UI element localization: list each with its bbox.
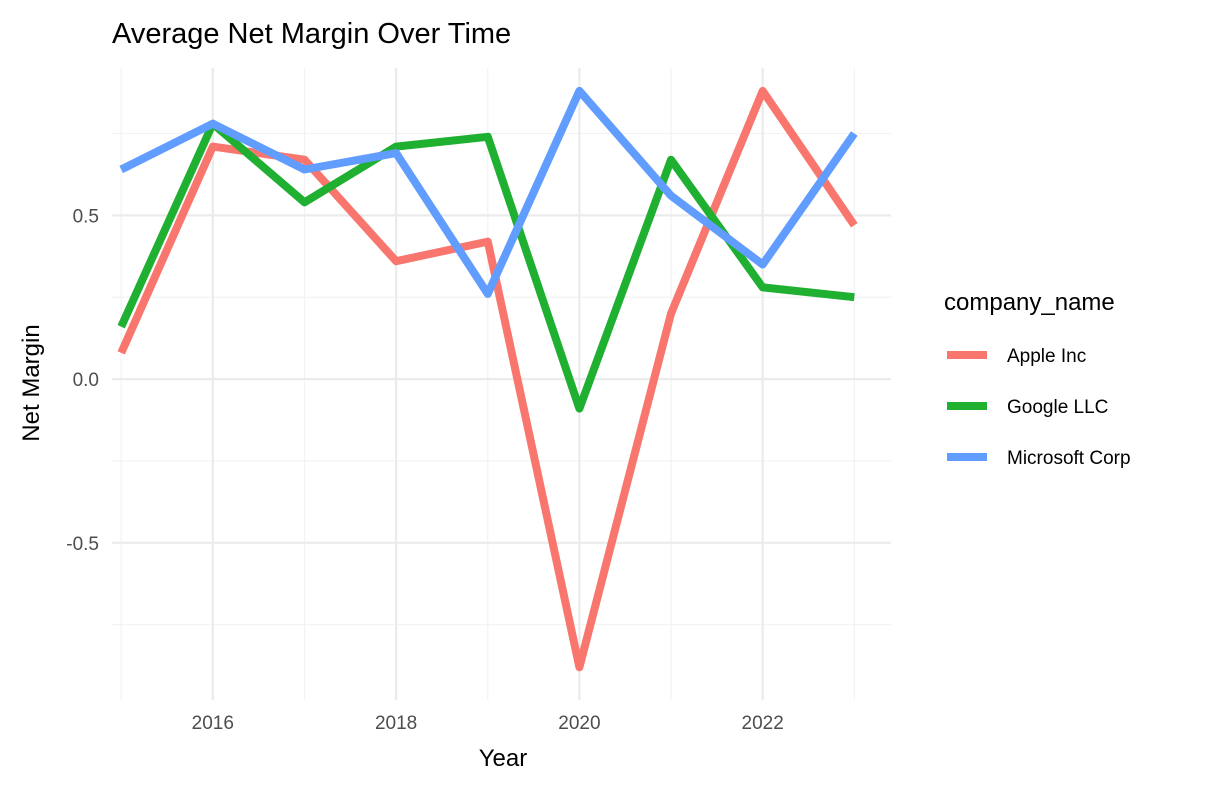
legend-label: Apple Inc <box>1007 346 1086 367</box>
y-axis-title: Net Margin <box>18 324 45 441</box>
legend-title: company_name <box>944 289 1115 316</box>
chart-title: Average Net Margin Over Time <box>112 18 511 50</box>
x-tick-label: 2018 <box>375 713 417 734</box>
x-tick-label: 2016 <box>192 713 234 734</box>
gridlines <box>112 68 891 700</box>
y-tick-label: 0.0 <box>73 370 99 391</box>
series-lines <box>117 86 858 672</box>
legend-label: Microsoft Corp <box>1007 448 1131 469</box>
legend-items: Apple Inc Google LLC Microsoft Corp <box>947 346 1131 469</box>
legend: company_name Apple Inc Google LLC Microsof… <box>944 289 1131 469</box>
x-axis-title: Year <box>479 745 528 772</box>
y-tick-label: -0.5 <box>66 534 99 555</box>
legend-label: Google LLC <box>1007 397 1108 418</box>
tick-labels: 2016 2018 2020 2022 -0.5 0.0 0.5 <box>66 206 784 734</box>
x-tick-label: 2022 <box>742 713 784 734</box>
x-tick-label: 2020 <box>558 713 600 734</box>
y-tick-label: 0.5 <box>73 206 99 227</box>
series-line-microsoft-corp <box>119 86 858 298</box>
